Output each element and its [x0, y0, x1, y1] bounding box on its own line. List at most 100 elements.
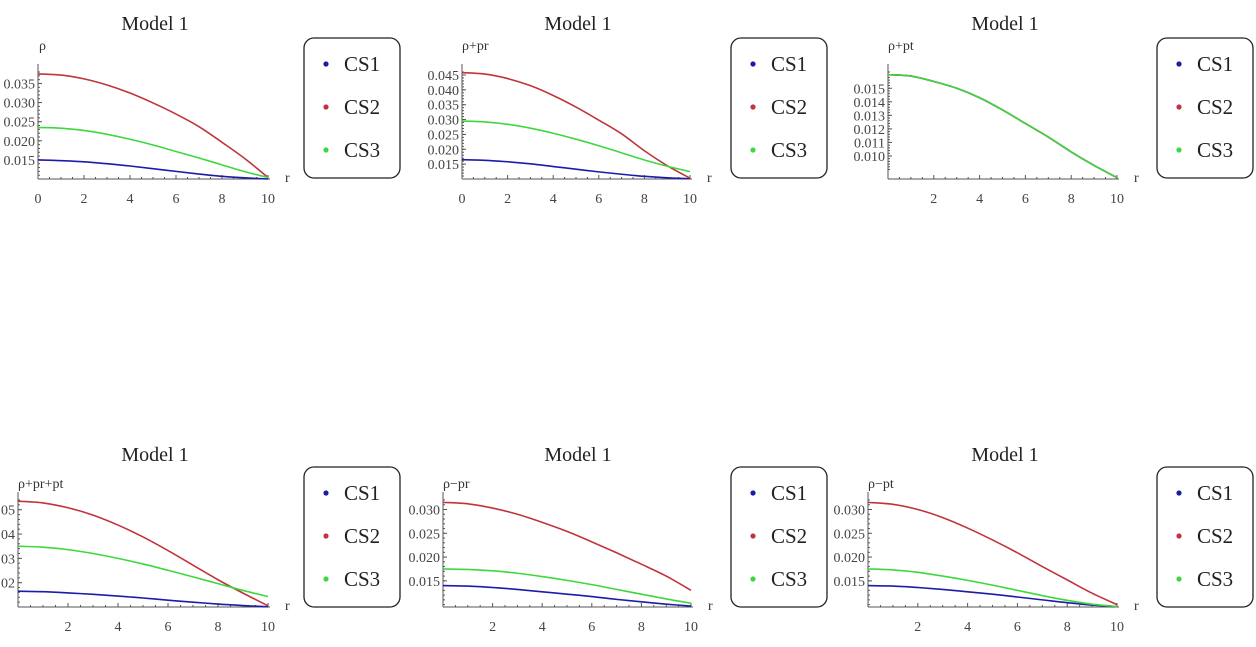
y-tick-label: 0.040 [428, 84, 460, 99]
series-line-cs2 [887, 73, 1118, 179]
x-tick-label: 6 [595, 192, 602, 207]
legend-box [730, 37, 828, 179]
x-axis-label: r [285, 599, 290, 614]
y-tick-label: 0.025 [409, 527, 441, 542]
y-tick-label: 0.020 [834, 551, 866, 566]
legend-marker-cs3 [323, 147, 329, 153]
x-tick-label: 10 [683, 192, 697, 207]
legend-marker-cs3 [750, 147, 756, 153]
y-tick-label: 0.05 [0, 504, 15, 519]
x-tick-label: 10 [261, 620, 275, 635]
series-line-cs2 [867, 501, 1118, 606]
x-tick-label: 8 [215, 620, 222, 635]
chart-panel-6: Model 1 ρ−pt r 2 4 6 8 10 0.015 0.020 0.025 0.030 CS… [834, 444, 1254, 635]
series-line-cs1 [37, 159, 269, 180]
series-line-cs2 [442, 501, 692, 592]
y-tick-label: 0.011 [854, 136, 885, 151]
y-tick-label: 0.015 [428, 158, 460, 173]
y-tick-label: 0.030 [428, 114, 460, 129]
legend-marker-cs2 [1176, 104, 1182, 110]
chart-title: Model 1 [544, 444, 611, 466]
legend-box [1156, 37, 1254, 179]
legend-marker-cs3 [1176, 576, 1182, 582]
y-tick-label: 0.015 [409, 575, 441, 590]
x-tick-label: 4 [964, 620, 971, 635]
y-tick-label: 0.045 [428, 69, 460, 84]
y-tick-label: 0.035 [428, 99, 460, 114]
x-tick-label: 6 [588, 620, 595, 635]
legend-label: CS1 [771, 481, 807, 505]
series-line-cs2 [37, 73, 269, 179]
y-tick-label: 0.030 [4, 97, 36, 112]
legend-marker-cs3 [323, 576, 329, 582]
legend-marker-cs2 [750, 104, 756, 110]
y-tick-label: 0.020 [428, 143, 460, 158]
y-tick-label: 0.035 [4, 77, 36, 92]
x-tick-label: 8 [638, 620, 645, 635]
series-line-cs1 [17, 590, 269, 608]
series-line-cs3 [37, 126, 269, 179]
x-tick-label: 4 [127, 192, 134, 207]
y-tick-label: 0.025 [4, 116, 36, 131]
y-tick-label: 0.015 [854, 82, 886, 97]
legend-marker-cs2 [1176, 533, 1182, 539]
legend-marker-cs1 [750, 490, 756, 496]
y-tick-label: 0.010 [854, 150, 886, 165]
series-line-cs2 [461, 71, 691, 179]
legend-label: CS2 [771, 95, 807, 119]
chart-title: Model 1 [544, 13, 611, 35]
x-tick-label: 2 [81, 192, 88, 207]
x-tick-label: 0 [35, 192, 42, 207]
chart-title: Model 1 [121, 444, 188, 466]
x-tick-label: 8 [219, 192, 226, 207]
y-axis-label: ρ [39, 39, 46, 54]
chart-panel-1: Model 1 ρ r 0 2 4 6 8 10 0.015 0.020 0.025 0.030 0.03… [4, 13, 401, 207]
x-tick-label: 6 [173, 192, 180, 207]
y-tick-label: 0.025 [428, 128, 460, 143]
legend-box [730, 466, 828, 608]
legend: CS1 CS2 CS3 [730, 37, 828, 179]
legend-box [1156, 466, 1254, 608]
x-tick-label: 2 [930, 192, 937, 207]
x-tick-label: 4 [550, 192, 557, 207]
y-tick-label: 0.030 [409, 504, 441, 519]
legend: CS1 CS2 CS3 [730, 466, 828, 608]
x-tick-label: 6 [1014, 620, 1021, 635]
y-tick-label: 0.03 [0, 552, 15, 567]
legend-marker-cs1 [1176, 61, 1182, 67]
y-tick-label: 0.015 [4, 154, 36, 169]
y-tick-label: 0.020 [409, 551, 441, 566]
x-tick-label: 4 [115, 620, 122, 635]
x-tick-label: 2 [504, 192, 511, 207]
chart-title: Model 1 [971, 13, 1038, 35]
series-line-cs3 [461, 120, 691, 173]
x-tick-label: 8 [1064, 620, 1071, 635]
x-axis-label: r [1134, 171, 1139, 186]
legend-label: CS3 [344, 567, 380, 591]
y-axis-label: ρ+pr+pt [18, 477, 63, 492]
legend-label: CS1 [1197, 52, 1233, 76]
legend-marker-cs1 [323, 61, 329, 67]
x-tick-label: 2 [65, 620, 72, 635]
chart-title: Model 1 [971, 444, 1038, 466]
legend-box [303, 37, 401, 179]
legend-marker-cs3 [1176, 147, 1182, 153]
series-line-cs1 [867, 584, 1118, 608]
y-tick-label: 0.014 [854, 96, 886, 111]
y-tick-label: 0.013 [854, 109, 886, 124]
x-tick-label: 8 [641, 192, 648, 207]
legend-label: CS3 [771, 138, 807, 162]
x-tick-label: 10 [684, 620, 698, 635]
legend-label: CS3 [771, 567, 807, 591]
legend-label: CS3 [1197, 138, 1233, 162]
x-axis-label: r [285, 171, 290, 186]
y-axis-label: ρ+pt [888, 39, 914, 54]
series-line-cs1 [887, 73, 1118, 179]
legend-label: CS1 [1197, 481, 1233, 505]
x-tick-label: 4 [539, 620, 546, 635]
chart-panel-5: Model 1 ρ−pr r 2 4 6 8 10 0.015 0.020 0.025 0.030 CS… [409, 444, 828, 635]
x-tick-label: 6 [165, 620, 172, 635]
